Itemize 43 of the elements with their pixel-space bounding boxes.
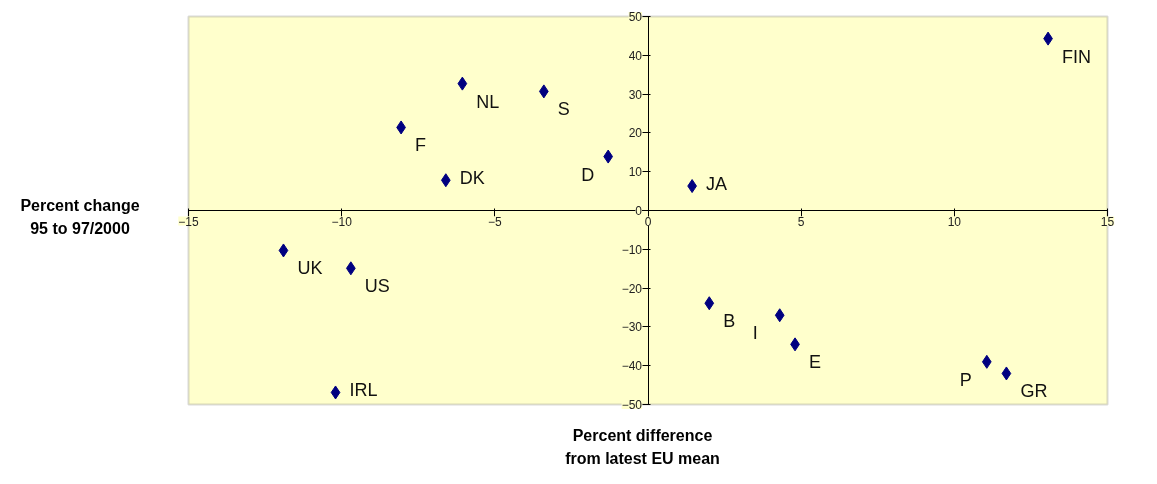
x-tick-label: 15 — [1100, 214, 1115, 229]
y-tick-label: 30 — [628, 87, 643, 102]
y-tick-label: −10 — [621, 242, 643, 257]
annotation: FIN — [1062, 46, 1092, 67]
x-axis-title: Percent difference from latest EU mean — [565, 426, 720, 469]
point — [774, 308, 785, 323]
annotation: US — [364, 276, 390, 297]
annotation: B — [723, 311, 736, 332]
x-tick-label: −15 — [178, 214, 199, 229]
point — [1001, 366, 1012, 381]
annotation: D — [581, 164, 595, 185]
x-tick-label: −5 — [487, 214, 502, 229]
annotation: UK — [297, 258, 323, 279]
x-tick-label: 5 — [797, 214, 805, 229]
y-tick-label: 20 — [628, 126, 643, 141]
point — [278, 243, 289, 258]
point — [603, 149, 614, 164]
annotation: DK — [459, 168, 485, 189]
annotation: GR — [1020, 381, 1048, 402]
point — [981, 354, 992, 369]
annotation: P — [959, 369, 972, 390]
y-tick-label: −20 — [621, 281, 643, 296]
annotation: S — [557, 99, 570, 120]
y-tick-label: −50 — [621, 398, 643, 412]
y-axis-title: Percent change 95 to 97/2000 — [20, 196, 140, 239]
annotation: F — [415, 135, 427, 156]
x-tick-label: 10 — [947, 214, 962, 229]
y-tick-label: 0 — [635, 204, 643, 218]
y-tick-label: −40 — [621, 359, 643, 374]
annotation: I — [752, 323, 758, 344]
annotation: NL — [476, 91, 500, 112]
point — [330, 385, 341, 400]
point — [440, 173, 451, 188]
y-tick-label: 40 — [628, 48, 643, 63]
y-tick-label: 50 — [628, 10, 643, 24]
point — [704, 296, 715, 311]
annotation: E — [809, 352, 822, 373]
point — [457, 76, 468, 91]
y-tick-label: −30 — [621, 320, 643, 335]
y-tick-label: 10 — [628, 165, 643, 180]
annotation: JA — [706, 174, 728, 195]
annotation: IRL — [349, 380, 378, 401]
x-tick-label: −10 — [331, 214, 353, 229]
